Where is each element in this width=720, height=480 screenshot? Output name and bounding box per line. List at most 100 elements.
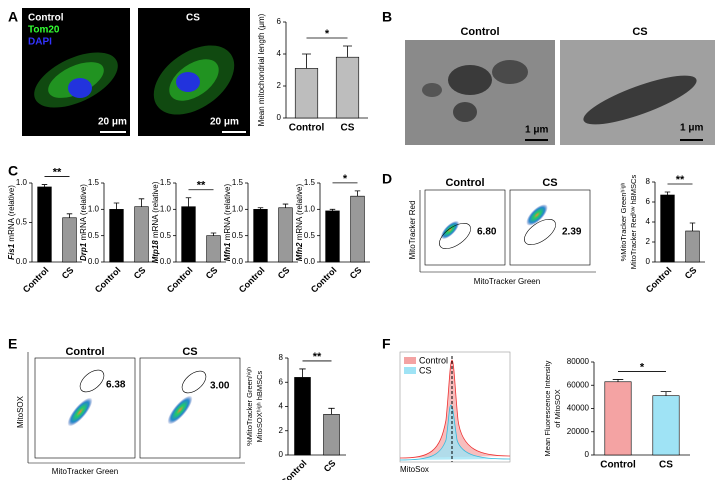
plot-title: CS — [182, 346, 197, 358]
significance: * — [325, 28, 330, 40]
x-tick-label: Control — [279, 458, 309, 480]
y-tick-label: 6 — [277, 17, 282, 26]
error-bar — [138, 198, 145, 207]
image-label: CS — [186, 13, 200, 24]
y-tick-label: 1.5 — [304, 178, 316, 187]
y-tick-label: 0.0 — [304, 257, 316, 266]
significance: ** — [676, 174, 685, 186]
y-label: Mtp18 mRNA (relative) — [151, 181, 160, 263]
y-label: Mean mitochondrial length (μm) — [257, 13, 266, 126]
y-label: %MitoTracker Greenʰⁱᵍʰ — [619, 182, 628, 261]
error-bar — [257, 207, 264, 210]
error-bar — [354, 190, 361, 197]
x-tick-label: CS — [276, 265, 292, 281]
y-tick-label: 1.0 — [232, 204, 244, 213]
y-tick-label: 0.5 — [88, 231, 100, 240]
image-title: CS — [632, 26, 647, 38]
x-tick-label: CS — [683, 265, 699, 281]
y-tick-label: 0.5 — [160, 231, 172, 240]
bar — [134, 206, 149, 263]
y-tick-label: 80000 — [567, 357, 590, 366]
scale-label: 1 μm — [680, 123, 703, 134]
scale-label: 1 μm — [525, 125, 548, 136]
y-tick-label: 8 — [646, 177, 651, 186]
gene-name: Mtp18 — [151, 240, 160, 264]
bar — [62, 217, 77, 263]
error-bar — [113, 202, 120, 210]
y-label-text: mRNA (relative) — [223, 183, 232, 240]
significance: ** — [197, 180, 206, 192]
y-tick-label: 0.0 — [88, 257, 100, 266]
flow-plot — [419, 189, 596, 273]
error-bar — [282, 203, 289, 208]
axis-label: MitoTracker Red — [408, 201, 417, 260]
histogram-plot — [399, 351, 511, 463]
plot-title: Control — [65, 346, 104, 358]
y-label-text: mRNA (relative) — [151, 181, 160, 238]
y-label: Fis1 mRNA (relative) — [7, 185, 16, 260]
bar — [206, 235, 221, 263]
y-label: Mfn1 mRNA (relative) — [223, 183, 232, 261]
y-tick-label: 1.0 — [16, 178, 28, 187]
y-tick-label: 6 — [646, 197, 651, 206]
y-tick-label: 2 — [646, 237, 651, 246]
y-label: MitoSOXʰⁱᵍʰ hBMSCs — [255, 370, 264, 442]
error-bar — [689, 222, 696, 231]
axis-label: MitoTracker Green — [52, 467, 118, 476]
x-tick-label: Control — [600, 460, 636, 471]
significance: * — [343, 173, 348, 185]
y-label-text: mRNA (relative) — [79, 184, 88, 241]
micrograph — [22, 8, 250, 136]
y-tick-label: 0 — [646, 257, 651, 266]
bar — [604, 381, 632, 456]
bar — [294, 377, 311, 456]
y-label: %MitoTracker Greenʰⁱᵍʰ — [245, 367, 254, 446]
gate-value: 6.80 — [477, 227, 497, 238]
y-tick-label: 0.5 — [304, 231, 316, 240]
x-tick-label: Control — [165, 265, 195, 295]
x-tick-label: CS — [322, 458, 338, 474]
error-bar — [66, 213, 73, 218]
error-bar — [301, 53, 312, 69]
x-tick-label: Control — [644, 265, 674, 295]
bar — [323, 414, 340, 456]
image-label: DAPI — [28, 37, 52, 48]
legend-label: CS — [419, 365, 432, 375]
bar — [37, 186, 52, 263]
y-tick-label: 0.0 — [232, 257, 244, 266]
em-image — [405, 40, 715, 145]
image-label: Control — [28, 13, 64, 24]
bar — [325, 210, 340, 263]
x-tick-label: CS — [132, 265, 148, 281]
y-tick-label: 8 — [279, 353, 284, 362]
panel-label: D — [382, 171, 392, 187]
bar — [335, 56, 360, 119]
y-label: Drp1 mRNA (relative) — [79, 184, 88, 261]
error-bar — [612, 379, 624, 382]
plot-title: Control — [445, 177, 484, 189]
error-bar — [664, 191, 671, 195]
y-label: of MitoSOX — [553, 389, 562, 427]
panel-label: A — [8, 9, 18, 25]
y-tick-label: 1.5 — [160, 178, 172, 187]
legend-label: Control — [419, 355, 448, 365]
y-tick-label: 20000 — [567, 427, 590, 436]
bar — [253, 209, 268, 263]
x-tick-label: CS — [204, 265, 220, 281]
error-bar — [185, 197, 192, 207]
y-label: MitoTracker Redˡᵒʷ hBMSCs — [629, 175, 638, 270]
error-bar — [41, 184, 48, 187]
gate-value: 2.39 — [562, 227, 582, 238]
y-tick-label: 0.0 — [160, 257, 172, 266]
gate-value: 6.38 — [106, 380, 126, 391]
y-tick-label: 1.0 — [304, 204, 316, 213]
y-tick-label: 60000 — [567, 380, 590, 389]
x-tick-label: CS — [659, 460, 673, 471]
significance: * — [640, 361, 645, 373]
gene-name: Mfn1 — [223, 242, 232, 261]
y-tick-label: 4 — [646, 217, 651, 226]
y-tick-label: 4 — [277, 49, 282, 58]
error-bar — [342, 45, 353, 58]
y-tick-label: 4 — [279, 402, 284, 411]
